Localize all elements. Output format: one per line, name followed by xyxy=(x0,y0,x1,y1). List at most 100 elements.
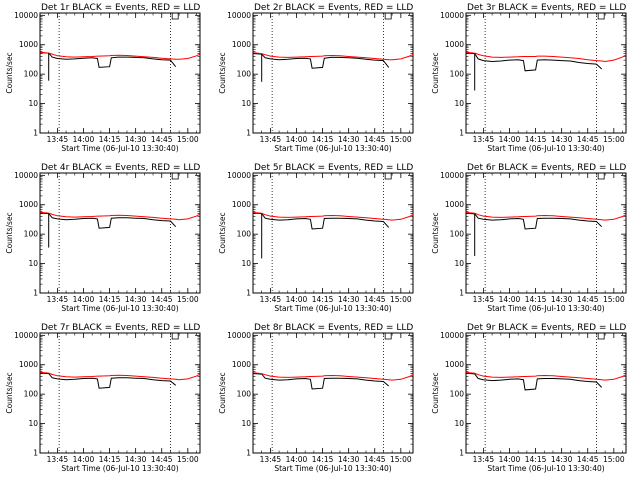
y-tick-label: 10 xyxy=(28,259,38,268)
x-tick-label: 14:00 xyxy=(286,135,308,144)
y-tick-label: 100 xyxy=(237,230,252,239)
interval-bracket-marker xyxy=(597,333,605,340)
y-tick-label: 10000 xyxy=(14,331,38,340)
y-tick-label: 10000 xyxy=(227,331,251,340)
panel-8: Det 8r BLACK = Events, RED = LLD 1 10 100 10… xyxy=(218,323,414,473)
series-line-events xyxy=(39,372,177,389)
interval-bracket-marker xyxy=(171,173,179,180)
plot-frame xyxy=(465,332,627,454)
series-line-lld xyxy=(39,371,201,381)
y-tick-label: 10 xyxy=(28,99,38,108)
y-tick-label: 10000 xyxy=(227,11,251,20)
panel-title: Det 3r BLACK = Events, RED = LLD xyxy=(467,3,626,13)
y-tick-label: 100 xyxy=(450,70,465,79)
series-line-events xyxy=(39,212,177,229)
x-tick-label: 15:00 xyxy=(390,135,412,144)
y-tick-label: 100 xyxy=(237,390,252,399)
y-tick-label: 1 xyxy=(33,289,38,298)
x-axis-label: Start Time (06-Jul-10 13:30:40) xyxy=(274,304,391,313)
plot-frame xyxy=(252,172,414,294)
x-tick-label: 14:45 xyxy=(364,295,386,304)
x-tick-label: 14:00 xyxy=(499,135,521,144)
y-tick-label: 10 xyxy=(454,99,464,108)
panel-title: Det 8r BLACK = Events, RED = LLD xyxy=(254,323,413,333)
y-tick-label: 10 xyxy=(454,419,464,428)
x-tick-label: 14:15 xyxy=(99,295,121,304)
y-tick-label: 1000 xyxy=(445,200,464,209)
y-axis-label: Counts/sec xyxy=(5,212,14,253)
y-axis-label: Counts/sec xyxy=(431,212,440,253)
x-tick-label: 14:00 xyxy=(73,135,95,144)
x-tick-label: 14:15 xyxy=(525,455,547,464)
y-tick-label: 1 xyxy=(33,129,38,138)
interval-bracket-marker xyxy=(597,173,605,180)
x-tick-label: 14:30 xyxy=(551,295,573,304)
x-tick-label: 15:00 xyxy=(390,455,412,464)
x-tick-label: 15:00 xyxy=(177,135,199,144)
panel-title: Det 1r BLACK = Events, RED = LLD xyxy=(41,3,200,13)
y-tick-label: 1 xyxy=(246,129,251,138)
plot-frame xyxy=(39,12,201,134)
panel-title: Det 5r BLACK = Events, RED = LLD xyxy=(254,163,413,173)
y-tick-label: 10000 xyxy=(440,171,464,180)
x-axis-label: Start Time (06-Jul-10 13:30:40) xyxy=(61,304,178,313)
y-tick-label: 100 xyxy=(450,230,465,239)
x-tick-label: 14:45 xyxy=(577,135,599,144)
y-tick-label: 10 xyxy=(241,99,251,108)
interval-bracket-marker xyxy=(171,13,179,20)
x-tick-label: 14:00 xyxy=(286,295,308,304)
y-tick-label: 1000 xyxy=(232,360,251,369)
x-tick-label: 14:00 xyxy=(499,295,521,304)
x-tick-label: 14:15 xyxy=(525,135,547,144)
y-tick-label: 1 xyxy=(459,449,464,458)
y-tick-label: 100 xyxy=(24,390,39,399)
y-tick-label: 1000 xyxy=(445,360,464,369)
x-tick-label: 14:30 xyxy=(338,295,360,304)
y-axis-label: Counts/sec xyxy=(218,372,227,413)
series-line-events xyxy=(252,53,390,69)
series-line-lld xyxy=(465,51,627,63)
y-tick-label: 10000 xyxy=(14,11,38,20)
x-tick-label: 14:30 xyxy=(125,135,147,144)
x-tick-label: 15:00 xyxy=(177,295,199,304)
y-tick-label: 1000 xyxy=(19,360,38,369)
x-tick-label: 14:30 xyxy=(338,135,360,144)
x-tick-label: 14:45 xyxy=(151,295,173,304)
x-axis-label: Start Time (06-Jul-10 13:30:40) xyxy=(487,144,604,153)
panel-title: Det 7r BLACK = Events, RED = LLD xyxy=(41,323,200,333)
plot-frame xyxy=(39,172,201,294)
x-tick-label: 14:30 xyxy=(125,455,147,464)
x-tick-label: 14:15 xyxy=(99,135,121,144)
plot-frame xyxy=(252,332,414,454)
plot-frame xyxy=(252,12,414,134)
x-tick-label: 14:30 xyxy=(551,455,573,464)
x-axis-label: Start Time (06-Jul-10 13:30:40) xyxy=(61,464,178,473)
x-tick-label: 13:45 xyxy=(47,295,69,304)
y-tick-label: 100 xyxy=(237,70,252,79)
y-tick-label: 10 xyxy=(241,259,251,268)
y-tick-label: 1000 xyxy=(19,200,38,209)
plot-frame xyxy=(465,12,627,134)
series-line-lld xyxy=(465,371,627,381)
panel-7: Det 7r BLACK = Events, RED = LLD 1 10 100 10… xyxy=(5,323,201,473)
interval-bracket-marker xyxy=(597,13,605,20)
x-tick-label: 13:45 xyxy=(260,135,282,144)
plot-frame xyxy=(39,332,201,454)
y-tick-label: 1 xyxy=(459,289,464,298)
x-tick-label: 14:30 xyxy=(551,135,573,144)
y-axis-label: Counts/sec xyxy=(5,372,14,413)
x-tick-label: 13:45 xyxy=(473,295,495,304)
panel-6: Det 6r BLACK = Events, RED = LLD 1 10 100 10… xyxy=(431,163,627,313)
y-tick-label: 10 xyxy=(454,259,464,268)
panel-title: Det 9r BLACK = Events, RED = LLD xyxy=(467,323,626,333)
y-tick-label: 100 xyxy=(450,390,465,399)
x-tick-label: 15:00 xyxy=(603,135,625,144)
x-tick-label: 14:00 xyxy=(73,295,95,304)
series-line-events xyxy=(252,373,390,390)
series-line-lld xyxy=(39,51,201,60)
x-tick-label: 14:45 xyxy=(151,455,173,464)
x-tick-label: 14:45 xyxy=(364,455,386,464)
x-axis-label: Start Time (06-Jul-10 13:30:40) xyxy=(274,144,391,153)
series-line-lld xyxy=(252,52,414,61)
